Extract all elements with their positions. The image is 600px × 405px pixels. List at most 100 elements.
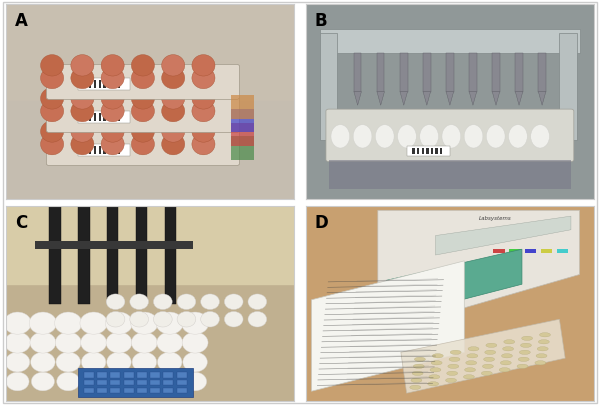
Ellipse shape [224,294,243,309]
Bar [110,388,121,393]
Ellipse shape [504,340,515,344]
Bar [118,80,121,88]
Ellipse shape [71,121,94,142]
Ellipse shape [192,55,215,76]
Ellipse shape [517,364,528,369]
Ellipse shape [183,352,208,372]
Ellipse shape [177,311,196,327]
Bar [98,146,101,154]
Bar [98,80,101,88]
Ellipse shape [154,294,172,309]
Text: A: A [14,12,28,30]
Polygon shape [469,92,476,105]
Ellipse shape [71,88,94,109]
Bar [525,249,536,253]
Ellipse shape [509,125,527,148]
Ellipse shape [535,361,546,365]
Bar [124,372,134,377]
Ellipse shape [486,343,497,347]
Ellipse shape [154,311,172,327]
Bar [84,372,94,377]
Ellipse shape [502,354,512,358]
Bar [559,33,577,140]
Ellipse shape [157,332,182,353]
Bar [136,207,147,304]
Ellipse shape [133,372,156,391]
Bar [354,53,361,92]
Bar [176,372,187,377]
Text: B: B [314,12,327,30]
Text: Labsystems: Labsystems [479,216,511,221]
Ellipse shape [536,354,547,358]
Ellipse shape [106,311,125,327]
Ellipse shape [503,347,514,351]
Ellipse shape [80,332,107,353]
Ellipse shape [449,357,460,361]
Ellipse shape [415,357,425,361]
Bar [84,380,94,386]
Ellipse shape [41,121,64,142]
Bar [89,80,91,88]
Ellipse shape [41,133,64,155]
Bar [150,388,160,393]
Ellipse shape [420,125,439,148]
Ellipse shape [181,312,209,334]
Ellipse shape [248,311,267,327]
Ellipse shape [5,332,31,353]
Bar [84,113,86,121]
Polygon shape [446,92,454,105]
Bar [6,207,294,284]
Polygon shape [377,92,385,105]
Ellipse shape [30,332,56,353]
Ellipse shape [531,125,550,148]
Polygon shape [492,92,500,105]
Ellipse shape [446,378,457,382]
Bar [107,207,118,304]
Ellipse shape [192,133,215,155]
FancyBboxPatch shape [326,109,574,162]
Ellipse shape [157,352,182,372]
Ellipse shape [41,88,64,109]
Ellipse shape [41,67,64,89]
Ellipse shape [192,100,215,122]
Bar [109,80,110,88]
Ellipse shape [468,347,479,351]
Bar [84,388,94,393]
Polygon shape [386,249,522,319]
Bar [231,109,254,132]
Bar [124,380,134,386]
Polygon shape [423,92,431,105]
Bar [49,207,61,304]
Ellipse shape [4,312,31,334]
Ellipse shape [192,67,215,89]
Ellipse shape [71,133,94,155]
Ellipse shape [130,311,149,327]
Bar [538,53,546,92]
Ellipse shape [500,361,511,365]
Ellipse shape [106,294,125,309]
Ellipse shape [71,55,94,76]
Ellipse shape [101,121,124,142]
Ellipse shape [432,354,443,358]
Ellipse shape [192,88,215,109]
Ellipse shape [80,312,107,334]
Ellipse shape [464,368,476,372]
Ellipse shape [29,312,56,334]
Ellipse shape [521,336,533,341]
Ellipse shape [5,352,30,372]
Ellipse shape [82,372,105,391]
Bar [97,388,107,393]
Ellipse shape [105,312,133,334]
Polygon shape [378,210,580,333]
Ellipse shape [131,67,154,89]
Bar [118,113,121,121]
Bar [446,53,454,92]
Bar [150,372,160,377]
Ellipse shape [487,125,505,148]
Bar [431,148,433,154]
Ellipse shape [518,357,529,361]
Bar [493,249,505,253]
Ellipse shape [464,125,483,148]
Bar [78,368,193,397]
Ellipse shape [158,372,181,391]
